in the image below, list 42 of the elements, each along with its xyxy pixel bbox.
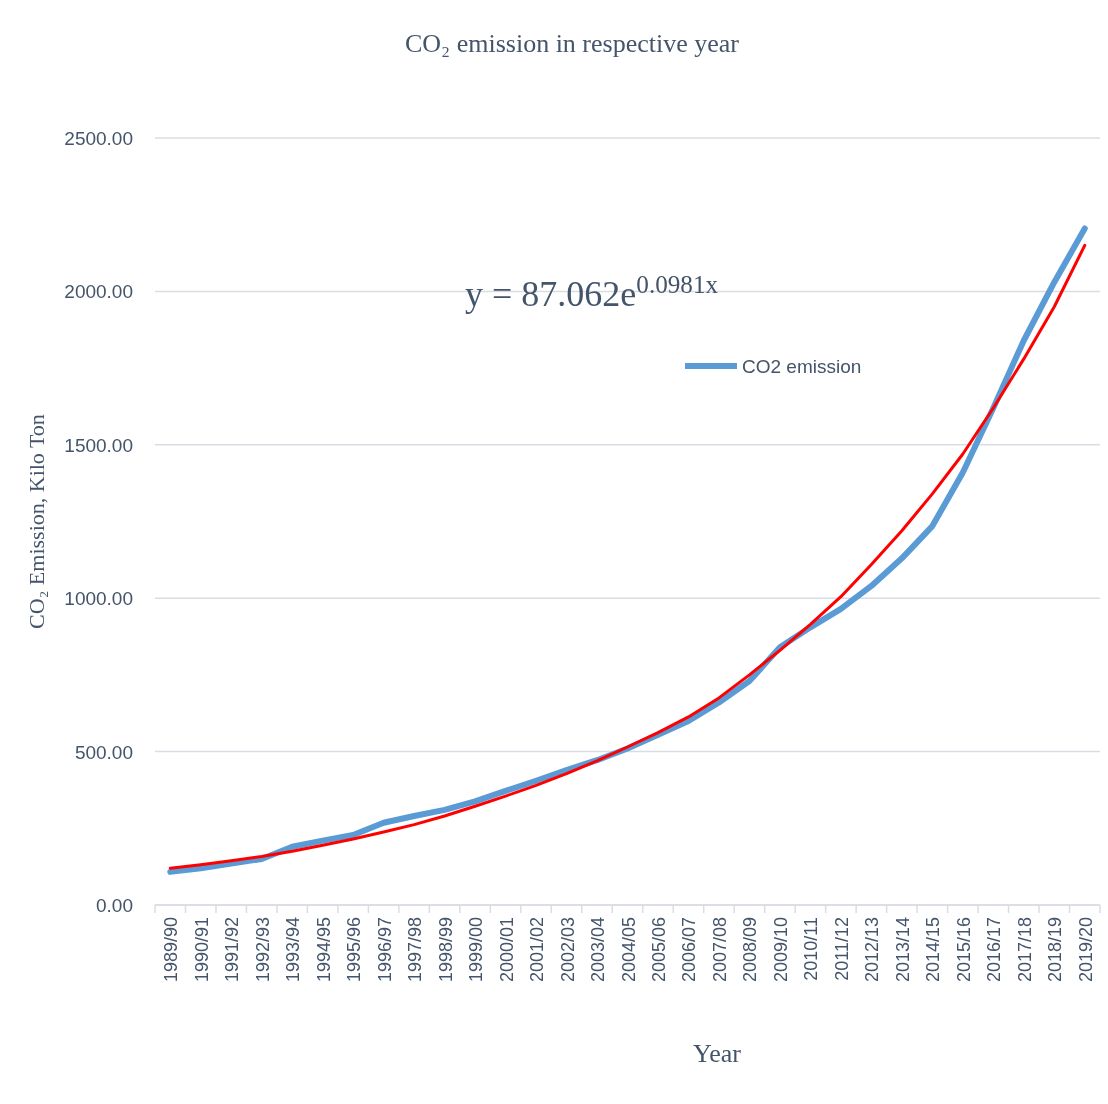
y-tick-label: 2000.00 (64, 281, 133, 303)
x-tick-label: 1999/00 (466, 917, 487, 983)
x-tick-label: 2000/01 (496, 917, 517, 983)
x-tick-label: 2002/03 (557, 917, 578, 983)
x-tick-label: 2011/12 (831, 917, 852, 981)
x-tick-label: 2010/11 (801, 917, 822, 981)
y-tick-label: 2500.00 (64, 128, 133, 149)
x-tick-label: 2015/16 (953, 917, 974, 983)
x-tick-label: 2013/14 (892, 917, 913, 983)
x-tick-label: 1995/96 (344, 917, 365, 983)
x-tick-label: 2005/06 (648, 917, 669, 983)
y-tick-label: 500.00 (74, 741, 133, 763)
x-tick-label: 2006/07 (679, 917, 700, 983)
x-tick-label: 2018/19 (1045, 917, 1066, 983)
y-tick-label: 1000.00 (64, 588, 133, 610)
x-tick-label: 2003/04 (588, 917, 609, 983)
x-tick-label: 2014/15 (923, 917, 944, 983)
y-tick-label: 1500.00 (64, 434, 133, 456)
x-tick-label: 2007/08 (709, 917, 730, 983)
x-tick-label: 2001/02 (527, 917, 548, 983)
x-tick-label: 1998/99 (435, 917, 456, 983)
chart-title: CO₂ emission in respective year (405, 29, 740, 58)
x-tick-label: 2008/09 (740, 917, 761, 983)
x-tick-label: 1994/95 (313, 917, 334, 983)
x-tick-label: 1992/93 (252, 917, 273, 983)
x-tick-label: 2019/20 (1075, 917, 1096, 983)
x-tick-label: 2009/10 (770, 917, 791, 983)
x-tick-label: 1989/90 (161, 917, 182, 983)
x-tick-label: 1997/98 (405, 917, 426, 983)
x-tick-label: 2016/17 (984, 917, 1005, 983)
x-tick-label: 1993/94 (283, 917, 304, 983)
legend-label: CO2 emission (742, 356, 862, 377)
y-axis-title: CO₂ Emission, Kilo Ton (24, 414, 49, 629)
x-tick-label: 2017/18 (1014, 917, 1035, 983)
y-tick-label: 0.00 (96, 895, 133, 916)
x-tick-label: 2004/05 (618, 917, 639, 983)
annotation: y = 87.062e$^{0.0981x}$ (465, 270, 719, 314)
x-tick-label: 1990/91 (191, 917, 212, 983)
x-axis-title: Year (693, 1039, 742, 1068)
x-tick-label: 1991/92 (222, 917, 243, 983)
x-tick-label: 1996/97 (374, 917, 395, 983)
x-tick-label: 2012/13 (862, 917, 883, 983)
